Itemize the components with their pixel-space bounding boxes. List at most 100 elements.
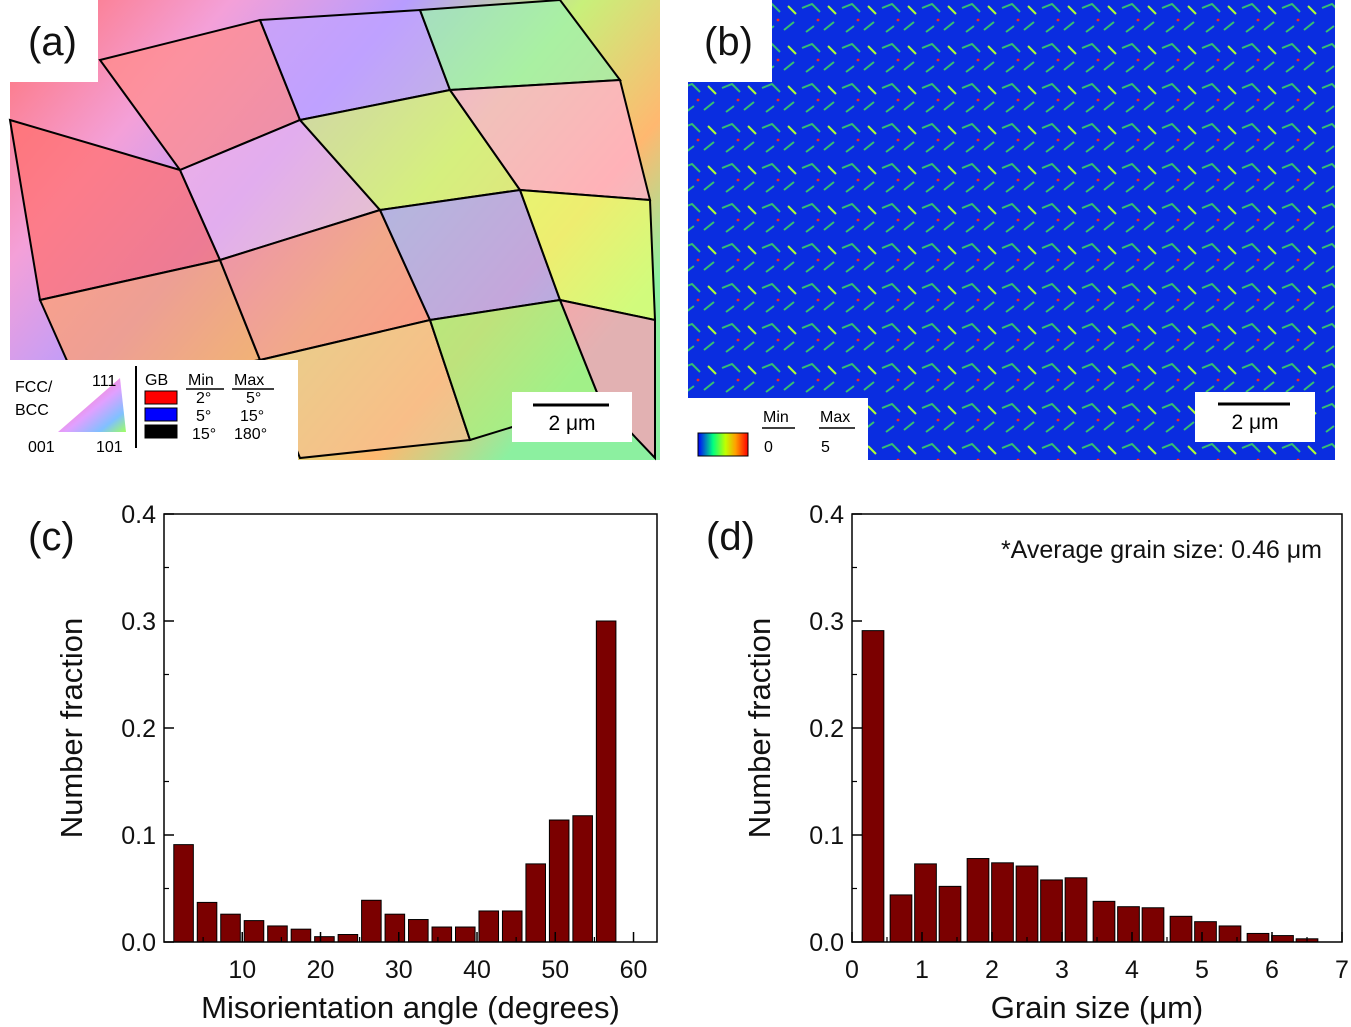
bar-d-7 (1040, 879, 1063, 943)
kam-min-header: Min (763, 409, 789, 426)
annotation-d: *Average grain size: 0.46 μm (1001, 536, 1322, 564)
bar-c-7 (337, 934, 359, 943)
kam-legend: Min Max 0 5 (697, 409, 855, 457)
bar-d-6 (1015, 865, 1039, 943)
gb-swatch-red (144, 390, 178, 405)
bar-d-8 (1064, 877, 1088, 943)
bar-c-16 (548, 819, 570, 943)
xlabel-c: Misorientation angle (degrees) (201, 990, 620, 1025)
ytick-d-0: 0.0 (809, 929, 844, 957)
xtick-d-5: 5 (1195, 956, 1209, 984)
bar-d-16 (1271, 935, 1294, 943)
ytick-c-0: 0.0 (121, 929, 156, 957)
bar-c-9 (384, 913, 406, 943)
bar-c-18 (595, 620, 617, 943)
scalebar-b: 2 μm (1195, 392, 1315, 442)
ipf-triangle (58, 378, 126, 432)
bar-c-8 (361, 899, 382, 943)
ytick-d-1: 0.1 (809, 822, 844, 850)
gb-row1-max: 5° (246, 390, 261, 407)
ipf-corner-001: 001 (28, 439, 55, 456)
bar-c-15 (525, 863, 546, 943)
ytick-d-4: 0.4 (809, 501, 844, 529)
kam-min-value: 0 (764, 439, 773, 456)
scalebar-b-label: 2 μm (1231, 411, 1278, 434)
bar-c-1 (196, 901, 218, 943)
xlabel-d: Grain size (μm) (991, 990, 1204, 1025)
xtick-d-4: 4 (1125, 956, 1139, 984)
gb-row3-max: 180° (234, 426, 267, 443)
bar-d-13 (1194, 921, 1217, 943)
panel-label-c: (c) (28, 515, 75, 559)
scalebar-a: 2 μm (512, 392, 632, 442)
bar-d-11 (1141, 907, 1165, 943)
bar-c-2 (220, 913, 241, 943)
xtick-c-4: 50 (541, 956, 569, 984)
bar-d-10 (1117, 906, 1140, 943)
bar-c-11 (431, 926, 453, 943)
ytick-c-3: 0.3 (121, 608, 156, 636)
bar-d-15 (1246, 932, 1270, 943)
bar-c-6 (314, 936, 335, 943)
gb-row2-max: 15° (240, 408, 264, 425)
gb-row1-min: 2° (196, 390, 211, 407)
bar-d-4 (966, 858, 990, 943)
panel-label-d: (d) (706, 515, 755, 559)
gb-legend-min-header: Min (188, 372, 214, 389)
xtick-d-0: 0 (845, 956, 859, 984)
xtick-d-2: 2 (985, 956, 999, 984)
ipf-legend-title-1: FCC/ (15, 379, 53, 396)
xtick-c-0: 10 (228, 956, 256, 984)
bar-c-5 (290, 928, 312, 943)
xtick-d-1: 1 (915, 956, 929, 984)
bar-c-4 (267, 925, 288, 943)
bar-d-12 (1169, 915, 1193, 943)
xtick-c-3: 40 (463, 956, 491, 984)
bar-c-17 (572, 815, 593, 943)
ytick-c-2: 0.2 (121, 715, 156, 743)
bar-d-9 (1092, 900, 1116, 943)
bar-d-0 (861, 630, 885, 943)
ytick-c-1: 0.1 (121, 822, 156, 850)
ipf-map: (a) FCC/ BCC 111 001 101 GB Min Max 2° 5… (8, 0, 660, 461)
xtick-c-1: 20 (307, 956, 335, 984)
misorientation-chart: 0.0 0.1 0.2 0.3 0.4 10 20 30 40 50 60Misorientatio… (54, 501, 658, 1025)
bar-d-3 (938, 885, 962, 943)
bar-d-1 (889, 894, 913, 943)
bar-d-2 (914, 863, 937, 943)
ipf-corner-111: 111 (92, 373, 116, 390)
bar-d-5 (991, 862, 1014, 943)
kam-max-value: 5 (821, 439, 830, 456)
ytick-d-3: 0.3 (809, 608, 844, 636)
kam-colorbar (697, 432, 749, 457)
bar-c-10 (408, 919, 429, 943)
xtick-d-6: 6 (1265, 956, 1279, 984)
bar-c-3 (243, 920, 265, 943)
ipf-corner-101: 101 (96, 439, 123, 456)
ipf-legend: FCC/ BCC 111 001 101 (15, 366, 137, 456)
kam-map: (b) Min Max 0 5 2 μm (688, 0, 1335, 460)
xtick-c-5: 60 (620, 956, 648, 984)
gb-swatch-blue (144, 407, 178, 422)
gb-row2-min: 5° (196, 408, 211, 425)
xtick-c-2: 30 (385, 956, 413, 984)
xtick-d-3: 3 (1055, 956, 1069, 984)
gb-legend-header: GB (145, 372, 168, 389)
ipf-legend-title-2: BCC (15, 402, 49, 419)
bar-c-13 (478, 910, 500, 943)
panel-label-b: (b) (704, 20, 753, 64)
xtick-d-7: 7 (1335, 956, 1349, 984)
bar-c-14 (501, 910, 523, 943)
panel-label-a: (a) (28, 20, 77, 64)
gb-legend-max-header: Max (234, 372, 264, 389)
scalebar-a-label: 2 μm (548, 412, 595, 435)
bar-c-0 (173, 844, 194, 943)
ylabel-c: Number fraction (54, 618, 89, 839)
ytick-c-4: 0.4 (121, 501, 156, 529)
ytick-d-2: 0.2 (809, 715, 844, 743)
gb-swatch-black (144, 424, 178, 439)
gb-row3-min: 15° (192, 426, 216, 443)
bar-c-12 (454, 926, 476, 943)
ylabel-d: Number fraction (742, 618, 777, 839)
gb-legend: GB Min Max 2° 5° 5° 15° 15° 180° (144, 372, 274, 443)
